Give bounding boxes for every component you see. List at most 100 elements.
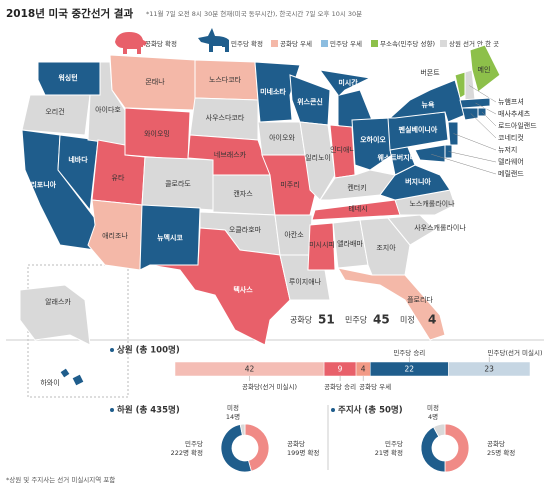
state [469, 44, 501, 93]
state-label: 뉴저지 [498, 145, 517, 154]
state-label: 오클라호마 [229, 225, 262, 234]
donut-value: 222명 확정 [171, 448, 203, 457]
note: *11월 7일 오전 8시 30분 현재(미국 동부시간), 한국시간 7일 오… [146, 9, 362, 18]
legend-label: 민주당 우세 [330, 39, 362, 48]
donut-value: 4명 [428, 412, 438, 421]
state [459, 97, 491, 109]
segment-label: 공화당 우세 [359, 382, 391, 391]
leader-line [470, 113, 497, 139]
state-label: 로드아일랜드 [498, 121, 537, 130]
donut-name: 공화당 [487, 439, 505, 448]
state [351, 117, 393, 171]
state [414, 144, 446, 163]
segment-value: 4 [361, 365, 366, 374]
footnote: *상원 및 주지사는 선거 미실시지역 포함 [6, 475, 115, 484]
legend-label: 무소속(민주당 성향) [380, 39, 435, 48]
donut-segment [444, 423, 470, 473]
state-label: 매사추세츠 [498, 109, 531, 118]
legend-label: 공화당 우세 [280, 39, 312, 48]
state-label: 워싱턴 [58, 73, 77, 82]
legend-label: 공화당 확정 [145, 39, 177, 48]
segment-value: 42 [245, 365, 255, 374]
legend-swatch [222, 40, 229, 47]
state-label: 버지니아 [405, 177, 431, 186]
state-label: 앨라배마 [337, 239, 363, 248]
state-label: 조지아 [376, 243, 396, 252]
state-label: 미시시피 [309, 240, 335, 249]
section-title: 주지사 (총 50명) [338, 405, 403, 416]
state [59, 367, 71, 379]
state-label: 뉴멕시코 [157, 233, 183, 242]
section-title: 상원 (총 100명) [117, 345, 180, 356]
leader-line [469, 85, 497, 103]
state-label: 알래스카 [45, 297, 71, 306]
state-label: 노스다코타 [209, 75, 242, 84]
donut-segment [239, 423, 246, 436]
state-label: 메인 [478, 65, 491, 74]
donut-name: 민주당 [185, 439, 203, 448]
state-label: 미네소타 [260, 87, 286, 96]
state [337, 267, 446, 341]
donut-name: 미정 [427, 403, 439, 412]
state-label: 콜로라도 [165, 179, 191, 188]
state-label: 네브래스카 [214, 150, 247, 159]
state [318, 69, 373, 131]
state-label: 유타 [112, 173, 125, 182]
state [21, 94, 91, 136]
legend-swatch [371, 40, 378, 47]
bullet [331, 408, 335, 412]
state [57, 134, 99, 212]
segment-label: 민주당 승리 [393, 348, 425, 357]
state-label: 플로리다 [407, 295, 433, 304]
donut-segment [220, 424, 252, 473]
state [307, 222, 336, 271]
state-label: 아이오와 [269, 133, 295, 142]
summary-label: 공화당 [290, 315, 313, 325]
state-label: 인디애나 [330, 145, 356, 154]
state [71, 373, 85, 387]
state-label: 아칸소 [284, 230, 304, 239]
state-label: 하와이 [40, 378, 59, 387]
state-label: 펜실베이니아 [399, 125, 438, 134]
state [149, 227, 291, 346]
state [387, 214, 436, 246]
state-label: 코네티컷 [498, 133, 524, 142]
donut-name: 민주당 [385, 439, 403, 448]
legend-swatch [271, 40, 278, 47]
state-label: 루이지애나 [289, 277, 322, 286]
leader-line [481, 111, 497, 127]
state-label: 아이다호 [95, 105, 121, 114]
title: 2018년 미국 중간선거 결과 [6, 7, 133, 20]
state-label: 미주리 [280, 180, 299, 189]
state-label: 캔자스 [233, 189, 253, 198]
state-label: 메릴랜드 [498, 169, 524, 178]
leader-line [431, 154, 497, 175]
summary-value: 45 [373, 313, 390, 327]
state-label: 오리건 [45, 107, 64, 116]
state-label: 버몬트 [420, 68, 440, 77]
summary-value: 4 [428, 313, 436, 327]
leader-line [448, 151, 497, 163]
state-label: 텍사스 [233, 285, 253, 294]
state-label: 뉴욕 [422, 100, 435, 109]
legend-swatch [440, 40, 447, 47]
state [109, 54, 196, 111]
state-label: 웨스트버지니아 [377, 153, 423, 162]
bullet [110, 348, 114, 352]
segment-label: 공화당 승리 [324, 382, 356, 391]
state-label: 일리노이 [305, 153, 331, 162]
donut-name: 공화당 [287, 439, 305, 448]
summary-label: 미정 [400, 315, 415, 325]
legend-swatch [321, 40, 328, 47]
donut-value: 14명 [226, 412, 240, 421]
state-label: 캘리포니아 [24, 180, 57, 189]
legend-swatch [136, 40, 143, 47]
party-icons [115, 28, 229, 54]
state-label: 사우스캐롤라이나 [414, 223, 466, 232]
segment-value: 9 [338, 365, 343, 374]
segment-value: 23 [484, 365, 494, 374]
legend-label: 상원 선거 안 한 곳 [449, 39, 499, 48]
segment-label: 민주당(선거 미실시) [488, 348, 543, 357]
state-label: 네바다 [68, 155, 88, 164]
state [447, 121, 459, 146]
